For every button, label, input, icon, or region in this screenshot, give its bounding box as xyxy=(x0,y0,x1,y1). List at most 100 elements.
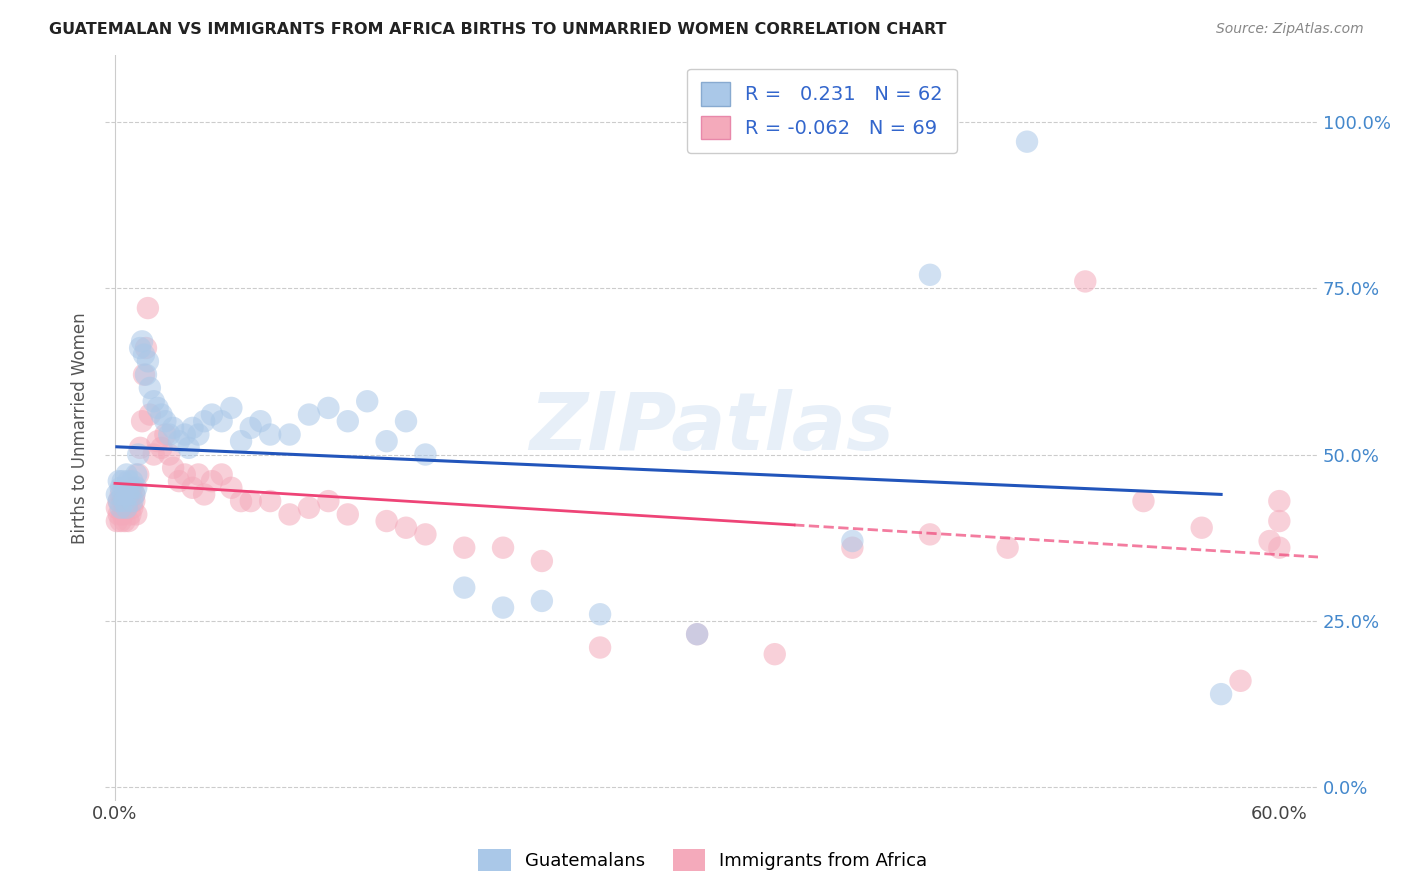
Point xyxy=(1209,687,1232,701)
Point xyxy=(211,467,233,482)
Point xyxy=(111,487,134,501)
Point xyxy=(1191,521,1213,535)
Point xyxy=(229,494,252,508)
Point xyxy=(135,341,157,355)
Point xyxy=(107,494,129,508)
Point xyxy=(120,487,142,501)
Point xyxy=(221,401,243,415)
Point xyxy=(298,408,321,422)
Point xyxy=(211,414,233,428)
Point xyxy=(187,427,209,442)
Point xyxy=(129,441,152,455)
Point xyxy=(336,508,359,522)
Point xyxy=(110,487,132,501)
Text: GUATEMALAN VS IMMIGRANTS FROM AFRICA BIRTHS TO UNMARRIED WOMEN CORRELATION CHART: GUATEMALAN VS IMMIGRANTS FROM AFRICA BIR… xyxy=(49,22,946,37)
Point xyxy=(125,467,148,482)
Point xyxy=(229,434,252,449)
Point xyxy=(686,627,709,641)
Point xyxy=(841,541,863,555)
Point xyxy=(142,448,165,462)
Point xyxy=(157,427,180,442)
Point xyxy=(1074,275,1097,289)
Point xyxy=(318,494,340,508)
Point xyxy=(841,534,863,549)
Point xyxy=(1268,494,1291,508)
Point xyxy=(1229,673,1251,688)
Point xyxy=(1132,494,1154,508)
Point xyxy=(110,481,132,495)
Point xyxy=(249,414,271,428)
Point xyxy=(492,600,515,615)
Point xyxy=(111,474,134,488)
Point xyxy=(117,494,139,508)
Point xyxy=(1015,135,1038,149)
Point xyxy=(375,514,398,528)
Point xyxy=(110,500,132,515)
Point xyxy=(918,268,941,282)
Point xyxy=(124,494,146,508)
Point xyxy=(139,408,162,422)
Point xyxy=(181,481,204,495)
Point xyxy=(121,481,143,495)
Point xyxy=(997,541,1019,555)
Point xyxy=(117,514,139,528)
Point xyxy=(278,508,301,522)
Point xyxy=(121,474,143,488)
Point xyxy=(298,500,321,515)
Point xyxy=(162,460,184,475)
Point xyxy=(187,467,209,482)
Point xyxy=(125,508,148,522)
Point xyxy=(127,467,149,482)
Point xyxy=(125,481,148,495)
Y-axis label: Births to Unmarried Women: Births to Unmarried Women xyxy=(72,312,89,544)
Point xyxy=(589,640,612,655)
Point xyxy=(146,434,169,449)
Legend: R =   0.231   N = 62, R = -0.062   N = 69: R = 0.231 N = 62, R = -0.062 N = 69 xyxy=(688,69,956,153)
Point xyxy=(530,554,553,568)
Point xyxy=(131,414,153,428)
Point xyxy=(453,541,475,555)
Point xyxy=(162,421,184,435)
Point xyxy=(132,348,155,362)
Point xyxy=(1258,534,1281,549)
Point xyxy=(132,368,155,382)
Point xyxy=(115,467,138,482)
Point xyxy=(127,448,149,462)
Point xyxy=(124,487,146,501)
Point xyxy=(167,434,190,449)
Point xyxy=(120,508,142,522)
Point xyxy=(111,508,134,522)
Legend: Guatemalans, Immigrants from Africa: Guatemalans, Immigrants from Africa xyxy=(471,842,935,879)
Point xyxy=(124,487,146,501)
Point xyxy=(110,514,132,528)
Point xyxy=(221,481,243,495)
Point xyxy=(114,481,136,495)
Point xyxy=(530,594,553,608)
Point xyxy=(193,487,215,501)
Point xyxy=(201,474,224,488)
Point xyxy=(415,527,437,541)
Point xyxy=(259,494,281,508)
Point xyxy=(589,607,612,622)
Point xyxy=(155,427,177,442)
Point xyxy=(492,541,515,555)
Point xyxy=(111,494,134,508)
Point xyxy=(375,434,398,449)
Point xyxy=(114,514,136,528)
Point xyxy=(686,627,709,641)
Point xyxy=(395,414,418,428)
Point xyxy=(336,414,359,428)
Point xyxy=(105,500,128,515)
Point xyxy=(139,381,162,395)
Point xyxy=(117,474,139,488)
Point xyxy=(105,514,128,528)
Point xyxy=(115,500,138,515)
Point xyxy=(115,487,138,501)
Point xyxy=(763,647,786,661)
Point xyxy=(120,481,142,495)
Point xyxy=(107,508,129,522)
Point xyxy=(415,448,437,462)
Point xyxy=(239,494,262,508)
Point xyxy=(136,301,159,315)
Point xyxy=(121,500,143,515)
